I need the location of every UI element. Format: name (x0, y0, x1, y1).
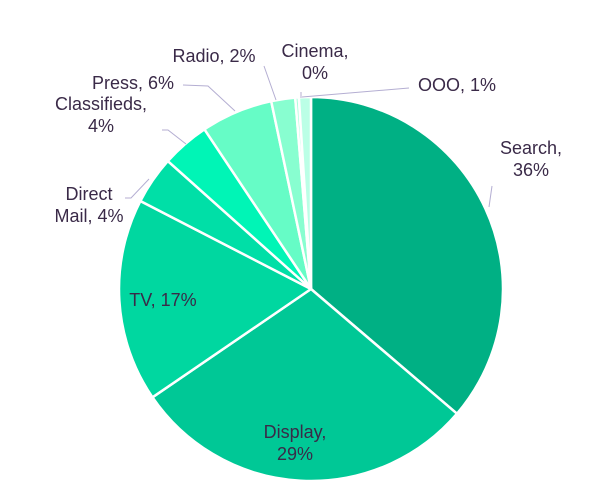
slice-label-search: Search, 36% (500, 138, 562, 180)
pie-slice-display (151, 287, 459, 483)
leader-line-press (182, 84, 236, 112)
leader-line-classifieds (162, 129, 187, 145)
slice-label-tv: TV, 17% (129, 290, 196, 310)
pie-slice-search (309, 95, 505, 415)
slice-label-line: OOO, 1% (418, 75, 496, 95)
slice-label-line: Direct (65, 184, 112, 204)
slice-label-line: 36% (513, 160, 549, 180)
pie-slice-tv (117, 199, 313, 399)
slice-label-line: Search, (500, 138, 562, 158)
slice-label-line: 0% (302, 63, 328, 83)
slice-label-line: 4% (88, 116, 114, 136)
slice-label-display: Display, 29% (264, 422, 327, 464)
slice-label-classifieds: Classifieds, 4% (55, 94, 147, 136)
leader-line-ooo (301, 87, 410, 98)
slice-label-line: Press, 6% (92, 73, 174, 93)
slice-label-line: Mail, 4% (54, 206, 123, 226)
slice-label-ooo: OOO, 1% (418, 75, 496, 95)
slice-label-line: Cinema, (281, 41, 348, 61)
slice-label-line: TV, 17% (129, 290, 196, 310)
slice-label-line: 29% (277, 444, 313, 464)
slice-label-radio: Radio, 2% (172, 46, 255, 66)
leader-line-direct-mail (125, 178, 150, 199)
slice-label-line: Radio, 2% (172, 46, 255, 66)
slice-label-line: Display, (264, 422, 327, 442)
leader-line-search (488, 185, 493, 208)
slice-label-cinema: Cinema, 0% (281, 41, 348, 83)
slice-label-line: Classifieds, (55, 94, 147, 114)
slice-label-press: Press, 6% (92, 73, 174, 93)
slice-label-direct-mail: Direct Mail, 4% (54, 184, 123, 226)
leader-line-radio (263, 65, 277, 101)
